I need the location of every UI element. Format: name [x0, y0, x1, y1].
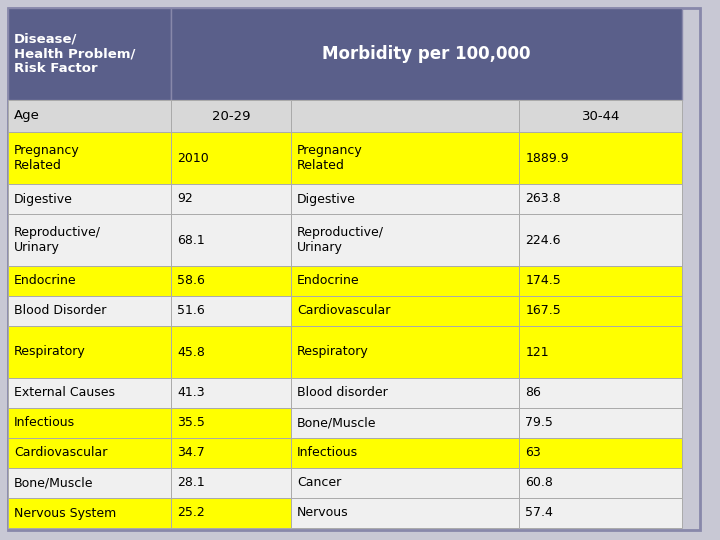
- Text: 35.5: 35.5: [177, 416, 205, 429]
- Text: Respiratory: Respiratory: [297, 346, 369, 359]
- Text: 63: 63: [526, 447, 541, 460]
- Bar: [171, 266, 291, 296]
- Bar: [291, 214, 519, 266]
- Text: 92: 92: [177, 192, 193, 206]
- Text: Endocrine: Endocrine: [297, 274, 360, 287]
- Bar: [291, 100, 519, 132]
- Bar: [171, 8, 682, 100]
- Text: External Causes: External Causes: [14, 387, 115, 400]
- Bar: [171, 468, 291, 498]
- Bar: [8, 132, 171, 184]
- Bar: [171, 100, 291, 132]
- Text: 45.8: 45.8: [177, 346, 205, 359]
- Bar: [171, 132, 291, 184]
- Bar: [171, 408, 291, 438]
- Text: 224.6: 224.6: [526, 233, 561, 246]
- Text: Endocrine: Endocrine: [14, 274, 76, 287]
- Bar: [519, 214, 682, 266]
- Bar: [171, 184, 291, 214]
- Bar: [519, 296, 682, 326]
- Text: 2010: 2010: [177, 152, 209, 165]
- Bar: [291, 184, 519, 214]
- Text: Digestive: Digestive: [14, 192, 73, 206]
- Text: 167.5: 167.5: [526, 305, 561, 318]
- Text: Cancer: Cancer: [297, 476, 341, 489]
- Bar: [8, 498, 171, 528]
- Text: Cardiovascular: Cardiovascular: [14, 447, 107, 460]
- Text: Infectious: Infectious: [14, 416, 75, 429]
- Bar: [291, 326, 519, 378]
- Text: 60.8: 60.8: [526, 476, 553, 489]
- Text: 28.1: 28.1: [177, 476, 205, 489]
- Bar: [291, 498, 519, 528]
- Text: Reproductive/
Urinary: Reproductive/ Urinary: [14, 226, 101, 254]
- Bar: [519, 468, 682, 498]
- Bar: [519, 132, 682, 184]
- Text: 25.2: 25.2: [177, 507, 205, 519]
- Bar: [171, 326, 291, 378]
- Bar: [8, 468, 171, 498]
- Bar: [519, 438, 682, 468]
- Bar: [171, 438, 291, 468]
- Text: 174.5: 174.5: [526, 274, 561, 287]
- Bar: [519, 266, 682, 296]
- Text: Bone/Muscle: Bone/Muscle: [297, 416, 377, 429]
- Text: 51.6: 51.6: [177, 305, 205, 318]
- Bar: [291, 378, 519, 408]
- Bar: [291, 468, 519, 498]
- Text: 263.8: 263.8: [526, 192, 561, 206]
- Text: 68.1: 68.1: [177, 233, 205, 246]
- Text: Nervous: Nervous: [297, 507, 348, 519]
- Text: 57.4: 57.4: [526, 507, 553, 519]
- Bar: [8, 438, 171, 468]
- Bar: [519, 408, 682, 438]
- Bar: [171, 498, 291, 528]
- Text: Pregnancy
Related: Pregnancy Related: [297, 144, 363, 172]
- Text: Blood Disorder: Blood Disorder: [14, 305, 107, 318]
- Text: 86: 86: [526, 387, 541, 400]
- Bar: [8, 266, 171, 296]
- Text: 30-44: 30-44: [582, 110, 620, 123]
- Text: 41.3: 41.3: [177, 387, 205, 400]
- Bar: [171, 378, 291, 408]
- Text: Digestive: Digestive: [297, 192, 356, 206]
- Bar: [8, 184, 171, 214]
- Text: Respiratory: Respiratory: [14, 346, 86, 359]
- Bar: [8, 378, 171, 408]
- Bar: [291, 296, 519, 326]
- Bar: [291, 266, 519, 296]
- Bar: [519, 326, 682, 378]
- Bar: [8, 100, 171, 132]
- Bar: [519, 100, 682, 132]
- Text: Morbidity per 100,000: Morbidity per 100,000: [323, 45, 531, 63]
- Bar: [8, 408, 171, 438]
- Text: 20-29: 20-29: [212, 110, 251, 123]
- Text: 79.5: 79.5: [526, 416, 553, 429]
- Bar: [291, 438, 519, 468]
- Text: Pregnancy
Related: Pregnancy Related: [14, 144, 80, 172]
- Text: 58.6: 58.6: [177, 274, 205, 287]
- Text: 34.7: 34.7: [177, 447, 205, 460]
- Bar: [519, 498, 682, 528]
- Bar: [291, 408, 519, 438]
- Text: 1889.9: 1889.9: [526, 152, 569, 165]
- Bar: [171, 214, 291, 266]
- Bar: [8, 8, 171, 100]
- Text: Age: Age: [14, 110, 40, 123]
- Text: Infectious: Infectious: [297, 447, 358, 460]
- Bar: [519, 184, 682, 214]
- Bar: [8, 296, 171, 326]
- Text: Bone/Muscle: Bone/Muscle: [14, 476, 94, 489]
- Text: Nervous System: Nervous System: [14, 507, 116, 519]
- Bar: [8, 214, 171, 266]
- Bar: [519, 378, 682, 408]
- Text: Cardiovascular: Cardiovascular: [297, 305, 390, 318]
- Text: Disease/
Health Problem/
Risk Factor: Disease/ Health Problem/ Risk Factor: [14, 32, 135, 76]
- Bar: [8, 326, 171, 378]
- Bar: [291, 132, 519, 184]
- Text: Blood disorder: Blood disorder: [297, 387, 388, 400]
- Bar: [171, 296, 291, 326]
- Text: 121: 121: [526, 346, 549, 359]
- Text: Reproductive/
Urinary: Reproductive/ Urinary: [297, 226, 384, 254]
